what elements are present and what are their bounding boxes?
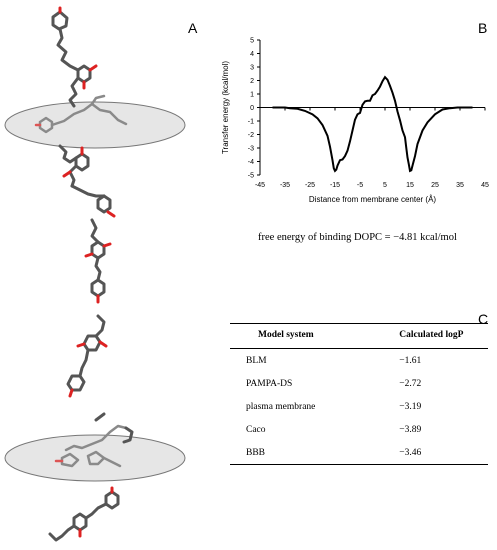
panel-label-a: A bbox=[188, 20, 198, 36]
model-system-cell: BLM bbox=[246, 355, 267, 366]
membrane-disk-upper bbox=[4, 101, 186, 149]
table-row: BBB −3.46 bbox=[230, 441, 488, 465]
transfer-energy-line bbox=[272, 75, 473, 173]
logp-value-cell: −2.72 bbox=[399, 378, 422, 389]
logp-value-cell: −3.89 bbox=[399, 424, 422, 435]
panel-label-c: C bbox=[478, 311, 489, 327]
y-tick-label: -4 bbox=[248, 159, 254, 166]
table-row: plasma membrane −3.19 bbox=[230, 395, 488, 418]
y-tick-label: -3 bbox=[248, 146, 254, 153]
logp-value-cell: −3.19 bbox=[399, 401, 422, 412]
logp-value-cell: −1.61 bbox=[399, 355, 422, 366]
molecule-conformer-5 bbox=[66, 314, 108, 398]
molecule-conformer-6 bbox=[54, 412, 134, 468]
y-tick-label: -2 bbox=[248, 132, 254, 139]
table-row: BLM −1.61 bbox=[230, 349, 488, 373]
x-tick-label: 35 bbox=[456, 182, 464, 189]
x-tick-label: -5 bbox=[357, 182, 363, 189]
x-tick-label: -45 bbox=[255, 182, 265, 189]
x-tick-label: -15 bbox=[330, 182, 340, 189]
model-system-cell: PAMPA-DS bbox=[246, 378, 293, 389]
y-tick-label: 1 bbox=[250, 92, 254, 99]
binding-energy-caption: free energy of binding DOPC = −4.81 kcal… bbox=[258, 232, 457, 243]
molecule-conformer-7 bbox=[48, 486, 120, 542]
y-tick-label: 5 bbox=[250, 38, 254, 45]
molecule-conformer-2 bbox=[34, 94, 128, 134]
panel-label-b: B bbox=[478, 20, 488, 36]
y-tick-label: 3 bbox=[250, 65, 254, 72]
x-tick-label: 15 bbox=[406, 182, 414, 189]
y-tick-label: 2 bbox=[250, 78, 254, 85]
table-row: Caco −3.89 bbox=[230, 418, 488, 441]
x-tick-label: 5 bbox=[383, 182, 387, 189]
y-tick-label: 4 bbox=[250, 51, 254, 58]
model-system-cell: BBB bbox=[230, 441, 332, 465]
transfer-energy-chart: 5 4 3 2 1 0 -1 -2 -3 -4 -5 -45 -35 -25 -15 -5 5 15 25 35 45… bbox=[221, 38, 489, 205]
header-calculated-logp: Calculated logP bbox=[331, 323, 488, 349]
x-tick-label: 25 bbox=[431, 182, 439, 189]
x-tick-label: -35 bbox=[280, 182, 290, 189]
x-axis-label: Distance from membrane center (Å) bbox=[309, 195, 436, 204]
logp-table: Model system Calculated logP BLM −1.61 P… bbox=[230, 323, 488, 465]
table-header-row: Model system Calculated logP bbox=[230, 323, 488, 349]
molecule-conformer-4 bbox=[84, 218, 112, 304]
y-tick-label: 0 bbox=[250, 105, 254, 112]
molecule-conformer-3 bbox=[58, 144, 116, 218]
x-tick-label: -25 bbox=[305, 182, 315, 189]
y-tick-group: 5 4 3 2 1 0 -1 -2 -3 -4 -5 bbox=[248, 38, 260, 180]
x-tick-group: -45 -35 -25 -15 -5 5 15 25 35 45 bbox=[255, 107, 489, 189]
x-tick-label: 45 bbox=[481, 182, 489, 189]
membrane-disk-lower bbox=[4, 434, 186, 482]
model-system-cell: plasma membrane bbox=[246, 401, 316, 412]
y-axis-label: Transfer energy (kcal/mol) bbox=[221, 61, 230, 154]
logp-value-cell: −3.46 bbox=[331, 441, 488, 465]
molecular-snapshots-figure bbox=[4, 6, 186, 542]
table-row: PAMPA-DS −2.72 bbox=[230, 372, 488, 395]
y-tick-label: -1 bbox=[248, 119, 254, 126]
y-tick-label: -5 bbox=[248, 173, 254, 180]
molecule-conformer-1 bbox=[51, 6, 98, 108]
header-model-system: Model system bbox=[230, 323, 332, 349]
model-system-cell: Caco bbox=[246, 424, 266, 435]
